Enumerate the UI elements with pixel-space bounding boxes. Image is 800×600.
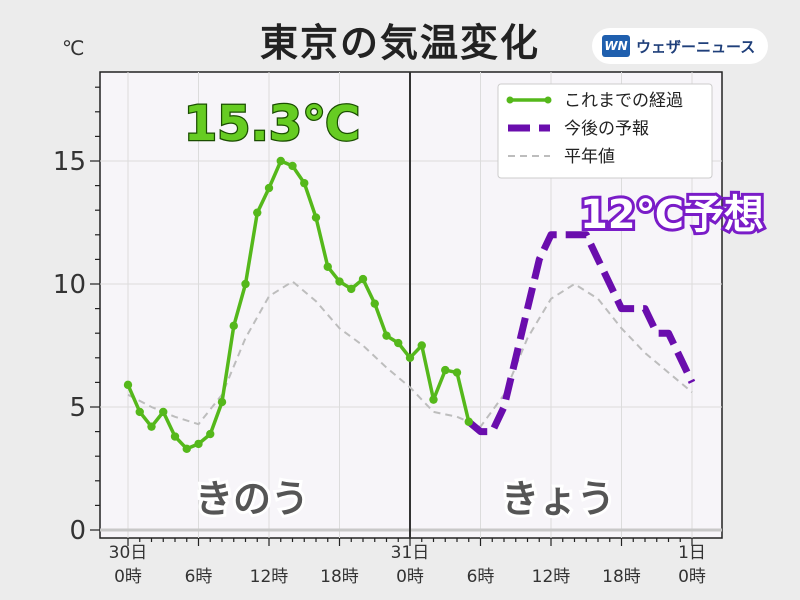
x-tick-label-hour: 6時 (185, 567, 213, 587)
yesterday-label: きのう (195, 477, 309, 521)
y-tick-label: 10 (53, 270, 86, 300)
data-point (311, 213, 321, 222)
data-point (159, 407, 168, 417)
data-point (429, 395, 438, 404)
x-tick-label-hour: 0時 (396, 567, 424, 587)
y-axis-ticks: 0 5 10 15 (53, 86, 100, 546)
x-tick-label-hour: 0時 (114, 567, 142, 587)
series (123, 156, 696, 454)
data-point (147, 422, 156, 431)
data-point (323, 262, 332, 271)
data-point (194, 439, 203, 449)
legend-marker (506, 96, 514, 104)
data-point (452, 368, 462, 377)
weathernews-logo-icon: WN (602, 35, 630, 57)
data-point (123, 380, 133, 390)
data-point (276, 156, 285, 166)
x-tick-label-hour: 18時 (320, 567, 359, 587)
data-point (382, 331, 391, 340)
data-point (135, 407, 144, 417)
data-point (405, 353, 415, 362)
x-tick-label-hour: 6時 (467, 567, 495, 587)
y-unit-label: ℃ (62, 36, 85, 60)
data-point (288, 161, 297, 171)
data-point (300, 178, 309, 188)
legend-box (497, 83, 713, 179)
data-point (217, 397, 227, 407)
series-line-1 (466, 231, 696, 436)
x-tick-label-hour: 12時 (532, 567, 571, 587)
data-point (206, 429, 215, 439)
x-axis-ticks: 30日 0時 6時 12時 18時 31日 0時 6時 12時 18時 1日 0時 (109, 538, 706, 587)
legend-label: これまでの経過 (564, 91, 683, 111)
x-tick-label-hour: 0時 (678, 567, 706, 587)
data-point (229, 321, 238, 331)
data-point (264, 183, 274, 193)
y-tick-label: 5 (69, 393, 86, 423)
today-label: きょう (501, 477, 615, 521)
brand-badge: WN ウェザーニュース (592, 28, 768, 64)
data-point (394, 338, 403, 348)
x-tick-label-hour: 18時 (602, 567, 641, 587)
y-tick-label: 15 (53, 147, 86, 177)
data-point (464, 417, 473, 426)
x-tick-label-day: 31日 (391, 543, 430, 563)
data-point (182, 444, 191, 454)
chart-title: 東京の気温変化 (259, 21, 540, 65)
data-point (170, 432, 180, 441)
data-point (417, 341, 426, 350)
x-tick-label-hour: 12時 (250, 567, 289, 587)
data-point (370, 299, 379, 308)
data-point (241, 279, 250, 289)
yesterday-high-annotation: 15.3℃ (184, 96, 361, 152)
today-high-annotation: 12℃予想 (580, 192, 764, 238)
x-tick-label-day: 30日 (109, 543, 148, 563)
brand-name: ウェザーニュース (636, 37, 756, 56)
y-tick-label: 0 (69, 516, 86, 546)
data-point (253, 208, 262, 217)
data-point (335, 277, 344, 286)
legend-marker (544, 96, 552, 104)
data-point (358, 274, 368, 284)
legend-label: 今後の予報 (564, 119, 649, 139)
data-point (347, 284, 356, 294)
data-point (441, 365, 450, 375)
legend-label: 平年値 (564, 147, 615, 167)
x-tick-label-day: 1日 (678, 543, 706, 563)
